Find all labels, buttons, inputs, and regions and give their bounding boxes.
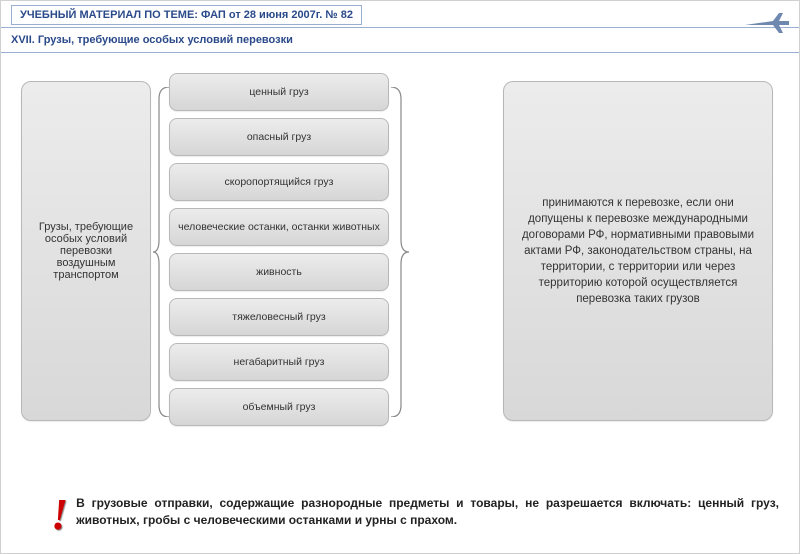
- list-item-label: скоропортящийся груз: [225, 176, 334, 188]
- page-title: УЧЕБНЫЙ МАТЕРИАЛ ПО ТЕМЕ: ФАП от 28 июня…: [11, 5, 362, 25]
- section-subtitle: XVII. Грузы, требующие особых условий пе…: [1, 28, 799, 53]
- list-item-label: живность: [256, 266, 302, 278]
- list-item-label: тяжеловесный груз: [232, 311, 325, 323]
- list-item: ценный груз: [169, 73, 389, 111]
- list-item-label: негабаритный груз: [234, 356, 325, 368]
- list-item: тяжеловесный груз: [169, 298, 389, 336]
- list-item-label: объемный груз: [243, 401, 316, 413]
- list-item-label: ценный груз: [249, 86, 308, 98]
- list-item: живность: [169, 253, 389, 291]
- list-item-label: человеческие останки, останки животных: [178, 221, 380, 233]
- left-category-text: Грузы, требующие особых условий перевозк…: [32, 221, 140, 281]
- list-item: негабаритный груз: [169, 343, 389, 381]
- list-item: объемный груз: [169, 388, 389, 426]
- airplane-icon: [743, 7, 791, 39]
- footer-note: ! В грузовые отправки, содержащие разнор…: [51, 495, 779, 535]
- exclamation-icon: !: [51, 495, 68, 535]
- diagram-area: Грузы, требующие особых условий перевозк…: [1, 53, 799, 493]
- header: УЧЕБНЫЙ МАТЕРИАЛ ПО ТЕМЕ: ФАП от 28 июня…: [1, 1, 799, 28]
- list-item: скоропортящийся груз: [169, 163, 389, 201]
- left-category-box: Грузы, требующие особых условий перевозк…: [21, 81, 151, 421]
- list-item: человеческие останки, останки животных: [169, 208, 389, 246]
- bracket-right-icon: [389, 87, 501, 417]
- list-item-label: опасный груз: [247, 131, 311, 143]
- page: УЧЕБНЫЙ МАТЕРИАЛ ПО ТЕМЕ: ФАП от 28 июня…: [0, 0, 800, 554]
- right-conditions-box: принимаются к перевозке, если они допуще…: [503, 81, 773, 421]
- right-conditions-text: принимаются к перевозке, если они допуще…: [520, 195, 756, 308]
- footer-text: В грузовые отправки, содержащие разнород…: [76, 495, 779, 527]
- cargo-type-list: ценный груз опасный груз скоропортящийся…: [169, 73, 389, 433]
- list-item: опасный груз: [169, 118, 389, 156]
